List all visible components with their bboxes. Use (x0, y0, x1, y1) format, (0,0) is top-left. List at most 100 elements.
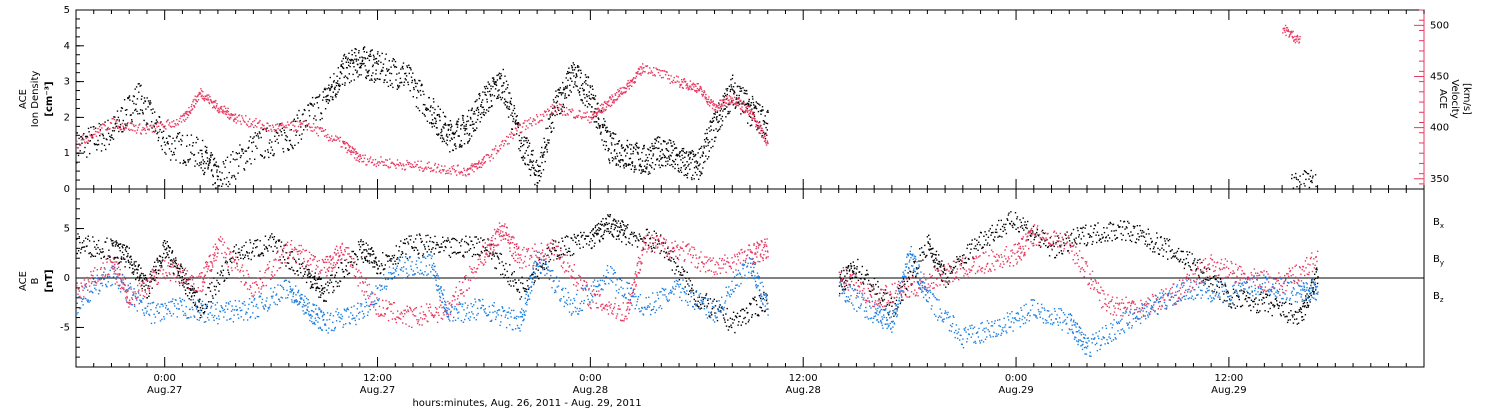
density-series-point (434, 108, 436, 111)
field-series-Bx-point (217, 282, 219, 284)
density-series-point (551, 130, 553, 133)
velocity-series-point (343, 141, 345, 143)
velocity-series-point (185, 112, 187, 114)
field-series-Bx-point (608, 222, 610, 225)
field-series-Bx-point (370, 248, 372, 250)
density-series-point (723, 108, 725, 110)
field-series-Bx-point (119, 243, 122, 245)
velocity-series-point (237, 120, 239, 122)
density-series-point (620, 154, 622, 157)
density-series-point (608, 148, 610, 150)
density-series-point (328, 99, 330, 101)
field-series-Bx-point (520, 296, 523, 298)
field-series-Bx-point (153, 265, 155, 268)
field-series-Bx-point (571, 254, 574, 256)
field-series-Bx-point (959, 255, 961, 258)
field-series-Bx-point (978, 241, 980, 243)
field-series-Bx-point (142, 273, 144, 275)
density-series-point (295, 131, 298, 133)
velocity-series-point (536, 114, 538, 116)
density-series-point (700, 145, 703, 148)
field-series-Bx-point (1052, 242, 1055, 244)
density-series-point (700, 171, 702, 173)
velocity-series-point (724, 105, 727, 107)
velocity-series-point (590, 121, 592, 123)
density-series-point (284, 138, 287, 141)
field-series-Bx-point (127, 252, 129, 255)
velocity-series-point (765, 142, 767, 144)
field-series-Bx-point (947, 276, 949, 279)
field-series-Bx-point (847, 266, 850, 268)
velocity-series-point (283, 125, 286, 128)
field-series-Bx-point (895, 299, 898, 302)
density-series-point (750, 104, 752, 106)
density-series-point (341, 60, 343, 62)
density-series-point (431, 114, 433, 116)
field-series-Bx-point (108, 249, 110, 251)
density-series-point (429, 106, 432, 109)
velocity-series-point (618, 90, 621, 92)
velocity-series-point (482, 164, 484, 166)
field-series-Bx-point (963, 262, 966, 264)
velocity-series-point (214, 100, 216, 103)
velocity-series-point (512, 137, 514, 140)
density-series-point (566, 73, 568, 75)
density-series-point (288, 149, 290, 151)
field-series-Bx-point (1039, 246, 1042, 248)
density-series-point (361, 62, 363, 65)
density-series-point (455, 130, 458, 132)
density-series-point (359, 62, 361, 65)
density-series-point (421, 84, 423, 86)
field-series-Bx-point (362, 251, 364, 253)
field-series-Bx-point (482, 246, 485, 248)
velocity-series-point (128, 128, 130, 130)
velocity-series-point (731, 97, 733, 99)
density-series-point (358, 50, 360, 52)
density-series-point (167, 143, 169, 145)
field-series-Bx-point (741, 321, 744, 323)
density-series-point (353, 52, 356, 54)
velocity-series-point (744, 111, 746, 114)
field-series-Bx-point (1030, 232, 1033, 235)
density-series-point (302, 113, 304, 115)
velocity-series-point (748, 109, 751, 112)
field-series-Bx-point (1054, 256, 1057, 259)
velocity-series-point (598, 110, 600, 112)
field-series-Bx-point (142, 280, 144, 282)
density-series-point (340, 64, 342, 66)
density-series-point (737, 102, 739, 104)
density-series-point (604, 124, 606, 127)
field-series-Bx-point (156, 259, 159, 261)
density-series-point (1305, 171, 1307, 174)
density-series-point (130, 114, 132, 116)
field-series-Bx-point (580, 236, 583, 238)
density-series-point (411, 81, 413, 84)
density-series-point (595, 126, 598, 128)
density-tick-label: 3 (64, 77, 70, 88)
field-series-Bx-point (977, 249, 979, 251)
density-series-point (544, 147, 546, 149)
velocity-series-point (419, 166, 422, 168)
density-series-point (441, 140, 444, 143)
density-series-point (410, 76, 413, 78)
field-series-Bx-point (1060, 250, 1062, 252)
velocity-series-point (307, 124, 309, 126)
field-series-Bx-point (874, 293, 876, 295)
density-series-point (753, 111, 755, 114)
density-series-point (475, 100, 477, 102)
velocity-series-point (626, 82, 628, 85)
density-series-point (670, 145, 673, 147)
velocity-series-point (731, 101, 733, 103)
density-series-point (499, 96, 501, 98)
density-series-point (194, 165, 196, 167)
field-series-Bx-point (171, 252, 173, 254)
field-series-Bx-point (221, 265, 223, 267)
density-series-point (477, 109, 480, 111)
velocity-series-point (465, 175, 467, 177)
field-series-Bx-point (914, 260, 916, 262)
density-series-point (380, 70, 382, 73)
density-series-point (697, 168, 699, 170)
density-series-point (528, 142, 531, 144)
velocity-series-point (638, 68, 641, 71)
density-series-point (272, 154, 275, 157)
